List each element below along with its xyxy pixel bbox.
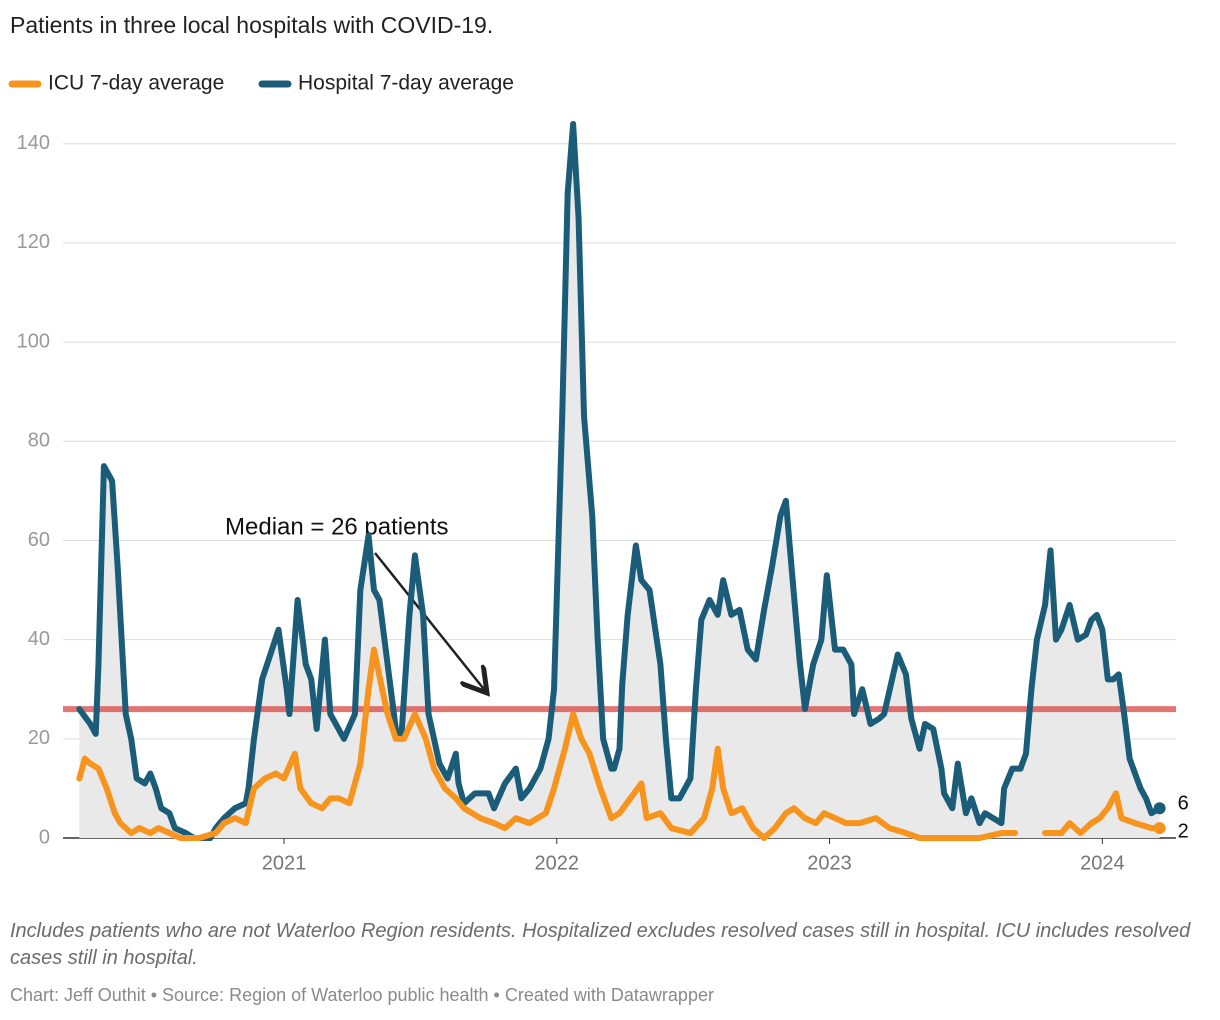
y-tick-label: 60	[28, 529, 50, 551]
end-point	[1153, 802, 1166, 815]
end-label: 2	[1178, 820, 1189, 842]
x-tick-label: 2024	[1080, 852, 1125, 874]
x-tick-label: 2023	[807, 852, 852, 874]
x-tick-label: 2022	[535, 852, 580, 874]
end-point	[1153, 822, 1166, 835]
end-label: 6	[1178, 793, 1189, 815]
annotation-arrow	[374, 552, 487, 693]
median-label: Median = 26 patients	[225, 513, 449, 540]
series-line	[76, 120, 1163, 841]
notes: Includes patients who are not Waterloo R…	[10, 920, 1191, 969]
area	[79, 123, 1160, 838]
credit: Chart: Jeff Outhit • Source: Region of W…	[10, 985, 714, 1005]
y-tick-label: 100	[17, 330, 50, 352]
legend-label: ICU 7-day average	[48, 72, 224, 95]
y-tick-label: 120	[17, 231, 50, 253]
x-tick-label: 2021	[262, 852, 307, 874]
y-tick-label: 140	[17, 132, 50, 154]
chart: Patients in three local hospitals with C…	[8, 12, 1189, 874]
legend: ICU 7-day average Hospital 7-day average	[8, 72, 514, 95]
y-tick-label: 80	[28, 430, 50, 452]
legend-label: Hospital 7-day average	[298, 72, 514, 95]
y-tick-label: 20	[28, 727, 50, 749]
y-tick-label: 40	[28, 628, 50, 650]
series-line	[76, 646, 1163, 841]
y-tick-label: 0	[39, 826, 50, 848]
chart-title: Patients in three local hospitals with C…	[10, 12, 493, 38]
